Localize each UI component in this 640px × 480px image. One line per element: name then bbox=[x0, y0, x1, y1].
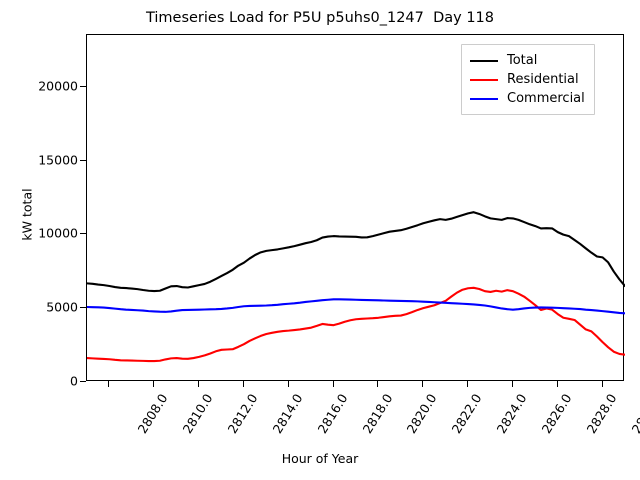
x-tick-label: 2830.0 bbox=[628, 391, 640, 437]
y-tick-mark bbox=[80, 233, 86, 235]
y-tick-label: 0 bbox=[70, 373, 78, 389]
x-tick-mark bbox=[153, 381, 155, 387]
series-line bbox=[87, 286, 625, 363]
x-tick-mark bbox=[287, 381, 289, 387]
series-lines bbox=[87, 211, 625, 363]
x-tick-mark bbox=[332, 381, 334, 387]
x-tick-label: 2812.0 bbox=[224, 391, 261, 437]
chart-title: Timeseries Load for P5U p5uhs0_1247 Day … bbox=[145, 10, 495, 26]
x-tick-mark bbox=[198, 381, 200, 387]
x-tick-mark bbox=[242, 381, 244, 387]
x-tick-label: 2814.0 bbox=[269, 391, 306, 437]
legend-label: Total bbox=[507, 53, 538, 68]
x-tick-label: 2820.0 bbox=[403, 391, 440, 437]
y-tick-mark bbox=[80, 381, 86, 382]
legend-label: Commercial bbox=[507, 91, 585, 106]
x-tick-label: 2818.0 bbox=[359, 391, 396, 437]
y-tick-label: 20000 bbox=[38, 78, 78, 94]
legend-swatch bbox=[470, 78, 498, 81]
legend: Total Residential Commercial bbox=[461, 44, 595, 115]
series-line bbox=[87, 211, 625, 293]
legend-item: Commercial bbox=[470, 89, 585, 108]
x-tick-label: 2828.0 bbox=[583, 391, 620, 437]
legend-item: Total bbox=[470, 51, 585, 70]
x-tick-label: 2826.0 bbox=[538, 391, 575, 437]
legend-label: Residential bbox=[507, 72, 579, 87]
x-tick-mark bbox=[467, 381, 469, 387]
x-tick-label: 2816.0 bbox=[314, 391, 351, 437]
x-tick-label: 2824.0 bbox=[493, 391, 530, 437]
x-axis-label: Hour of Year bbox=[281, 451, 359, 466]
x-tick-label: 2822.0 bbox=[448, 391, 485, 437]
series-line bbox=[87, 298, 625, 315]
x-tick-label: 2810.0 bbox=[179, 391, 216, 437]
x-tick-mark bbox=[422, 381, 424, 387]
y-tick-mark bbox=[80, 307, 86, 309]
y-tick-label: 5000 bbox=[46, 299, 78, 315]
x-tick-mark bbox=[511, 381, 513, 387]
x-tick-mark bbox=[601, 381, 603, 387]
y-tick-mark bbox=[80, 85, 86, 87]
y-tick-label: 10000 bbox=[38, 225, 78, 241]
x-tick-mark bbox=[108, 381, 110, 387]
y-axis-label: kW total bbox=[19, 188, 35, 241]
y-tick-mark bbox=[80, 159, 86, 161]
y-tick-label: 15000 bbox=[38, 152, 78, 167]
legend-item: Residential bbox=[470, 70, 585, 89]
legend-swatch bbox=[470, 59, 498, 62]
x-tick-label: 2808.0 bbox=[134, 391, 171, 437]
legend-swatch bbox=[470, 97, 498, 100]
x-tick-mark bbox=[377, 381, 379, 387]
x-tick-mark bbox=[556, 381, 558, 387]
